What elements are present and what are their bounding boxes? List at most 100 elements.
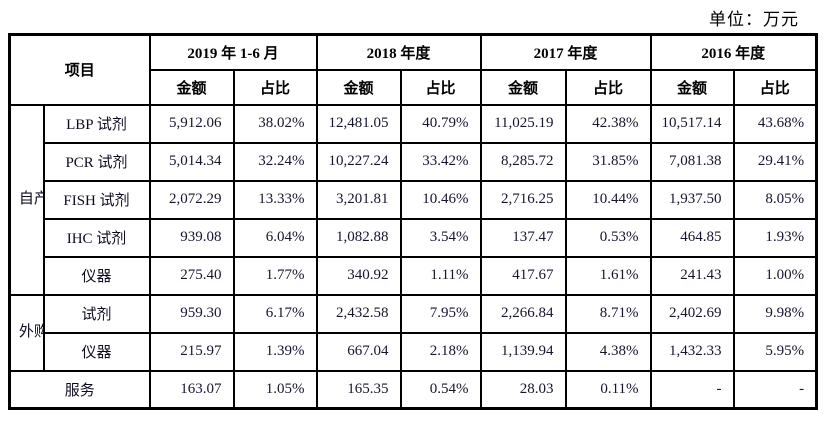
table-cell: 241.43 <box>649 255 735 296</box>
ratio-header: 占比 <box>564 68 652 106</box>
group-label-purchased: 外购产品 <box>8 293 45 372</box>
table-cell: 165.35 <box>315 369 402 410</box>
table-cell: 163.07 <box>148 369 235 410</box>
table-cell: 2.18% <box>399 331 482 372</box>
table-cell: 215.97 <box>148 331 235 372</box>
table-row-fish: FISH 试剂 2,072.29 13.33% 3,201.81 10.46% … <box>10 179 818 220</box>
table-row-ihc: IHC 试剂 939.08 6.04% 1,082.88 3.54% 137.4… <box>10 217 818 258</box>
table-cell: 340.92 <box>315 255 402 296</box>
table-cell: 417.67 <box>479 255 567 296</box>
table-row-service: 服务 163.07 1.05% 165.35 0.54% 28.03 0.11%… <box>8 369 818 410</box>
table-cell: 2,716.25 <box>479 179 567 220</box>
table-cell: 5,912.06 <box>148 103 235 144</box>
table-row-reagent-purchased: 外购产品 试剂 959.30 6.17% 2,432.58 7.95% 2,26… <box>8 293 818 372</box>
table-row-pcr: PCR 试剂 5,014.34 32.24% 10,227.24 33.42% … <box>10 141 818 182</box>
item-label: IHC 试剂 <box>42 217 151 258</box>
table-cell: 1.93% <box>732 217 818 258</box>
unit-label: 单位：万元 <box>709 10 799 29</box>
table-cell: 1.77% <box>232 255 318 296</box>
table-cell: 275.40 <box>148 255 235 296</box>
amount-header: 金额 <box>649 68 735 106</box>
item-label-service: 服务 <box>8 369 151 410</box>
table-cell: 3,201.81 <box>315 179 402 220</box>
table-cell: 0.11% <box>564 369 652 410</box>
group-label-self-produced: 自产产品 <box>8 103 45 296</box>
table-cell: 10.46% <box>399 179 482 220</box>
table-cell: 32.24% <box>232 141 318 182</box>
table-cell: 4.38% <box>564 331 652 372</box>
item-column-header: 项目 <box>8 33 151 106</box>
table-cell: 9.98% <box>732 293 818 334</box>
item-label: PCR 试剂 <box>42 141 151 182</box>
ratio-header: 占比 <box>232 68 318 106</box>
group-label-text: 外购产品 <box>18 323 42 340</box>
table-cell: 10,517.14 <box>649 103 735 144</box>
table-cell: 1,082.88 <box>315 217 402 258</box>
table-cell: 0.53% <box>564 217 652 258</box>
table-cell: 5,014.34 <box>148 141 235 182</box>
table-cell: 7.95% <box>399 293 482 334</box>
item-label: FISH 试剂 <box>42 179 151 220</box>
amount-header: 金额 <box>479 68 567 106</box>
item-label: 仪器 <box>42 331 151 372</box>
table-cell: 137.47 <box>479 217 567 258</box>
header-row-periods: 项目 2019 年 1-6 月 2018 年度 2017 年度 2016 年度 <box>8 33 818 106</box>
table-cell: 12,481.05 <box>315 103 402 144</box>
table-cell: 1.61% <box>564 255 652 296</box>
table-cell: 10.44% <box>564 179 652 220</box>
table-cell: - <box>732 369 818 410</box>
table-cell: 1.39% <box>232 331 318 372</box>
header-row-subcolumns: 金额 占比 金额 占比 金额 占比 金额 占比 <box>10 68 818 106</box>
table-cell: 6.04% <box>232 217 318 258</box>
table-cell: 2,266.84 <box>479 293 567 334</box>
table-cell: 939.08 <box>148 217 235 258</box>
table-cell: 959.30 <box>148 293 235 334</box>
revenue-breakdown-table: 项目 2019 年 1-6 月 2018 年度 2017 年度 2016 年度 … <box>8 33 819 410</box>
table-cell: 28.03 <box>479 369 567 410</box>
amount-header: 金额 <box>315 68 402 106</box>
table-cell: 0.54% <box>399 369 482 410</box>
table-cell: 6.17% <box>232 293 318 334</box>
table-cell: 667.04 <box>315 331 402 372</box>
table-cell: 43.68% <box>732 103 818 144</box>
table-cell: 8.05% <box>732 179 818 220</box>
table-cell: 1,139.94 <box>479 331 567 372</box>
table-cell: 1,432.33 <box>649 331 735 372</box>
period-header-2016: 2016 年度 <box>649 33 818 71</box>
table-cell: 31.85% <box>564 141 652 182</box>
period-header-2017: 2017 年度 <box>479 33 652 71</box>
table-cell: 1,937.50 <box>649 179 735 220</box>
table-cell: 42.38% <box>564 103 652 144</box>
table-cell: - <box>649 369 735 410</box>
table-cell: 7,081.38 <box>649 141 735 182</box>
table-row-lbp: 自产产品 LBP 试剂 5,912.06 38.02% 12,481.05 40… <box>8 103 818 296</box>
group-label-text: 自产产品 <box>18 190 42 207</box>
item-label: 试剂 <box>42 293 151 334</box>
table-body: 自产产品 LBP 试剂 5,912.06 38.02% 12,481.05 40… <box>8 103 818 410</box>
table-cell: 1.00% <box>732 255 818 296</box>
table-row-instrument-self: 仪器 275.40 1.77% 340.92 1.11% 417.67 1.61… <box>10 255 818 296</box>
table-cell: 1.05% <box>232 369 318 410</box>
table-cell: 29.41% <box>732 141 818 182</box>
table-cell: 2,432.58 <box>315 293 402 334</box>
item-label: 仪器 <box>42 255 151 296</box>
ratio-header: 占比 <box>399 68 482 106</box>
table-cell: 5.95% <box>732 331 818 372</box>
ratio-header: 占比 <box>732 68 818 106</box>
amount-header: 金额 <box>148 68 235 106</box>
table-cell: 11,025.19 <box>479 103 567 144</box>
table-cell: 8.71% <box>564 293 652 334</box>
table-header: 项目 2019 年 1-6 月 2018 年度 2017 年度 2016 年度 … <box>8 33 818 106</box>
table-cell: 8,285.72 <box>479 141 567 182</box>
table-cell: 3.54% <box>399 217 482 258</box>
table-cell: 33.42% <box>399 141 482 182</box>
item-label: LBP 试剂 <box>42 103 151 144</box>
table-cell: 13.33% <box>232 179 318 220</box>
table-cell: 2,402.69 <box>649 293 735 334</box>
table-cell: 38.02% <box>232 103 318 144</box>
table-row-instrument-purchased: 仪器 215.97 1.39% 667.04 2.18% 1,139.94 4.… <box>10 331 818 372</box>
table-cell: 10,227.24 <box>315 141 402 182</box>
table-cell: 464.85 <box>649 217 735 258</box>
table-cell: 2,072.29 <box>148 179 235 220</box>
table-cell: 1.11% <box>399 255 482 296</box>
